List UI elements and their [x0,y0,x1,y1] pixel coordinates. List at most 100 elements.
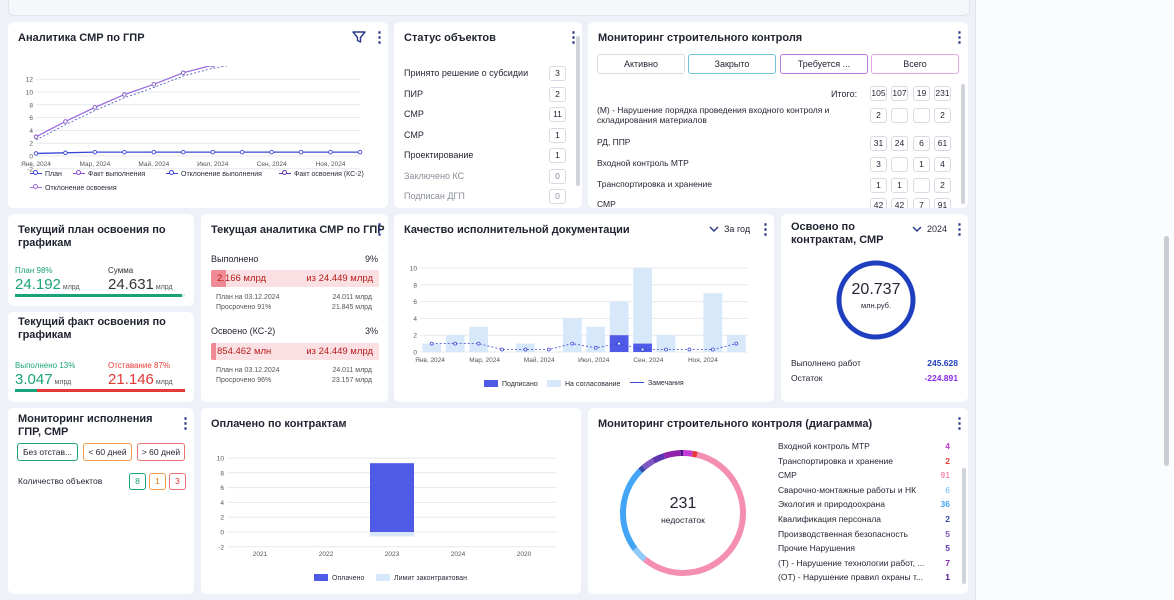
legend-label: Замечания [648,380,684,387]
remarks-point [546,347,551,352]
pill-no-delay[interactable]: Без отстав... [17,443,78,461]
done-total: из 24.449 млрд [306,273,373,284]
legend-label: План [45,171,62,178]
chevron-down-icon[interactable] [912,225,922,233]
fact-right-value: 21.146 [108,371,154,388]
monitoring-cell: 91 [934,198,951,208]
status-menu-icon[interactable] [566,28,581,46]
ks-plan-label: План на 03.12.2024 [216,367,280,374]
contracts-year[interactable]: 2024 [927,224,948,234]
legend-item: План [30,170,62,178]
ks-total: из 24.449 млрд [306,346,373,357]
legend-item: Факт освоения (КС-2) [279,170,364,178]
control-chart-menu-icon[interactable] [952,414,967,432]
monitoring-total-value: 105 [870,86,887,101]
control-item-label: Производственная безопасность [778,528,908,539]
fact-right-unit: млрд [155,379,173,386]
contracts-title: Освоено по контрактам, СМР [791,221,884,246]
tab-total[interactable]: Всего [871,54,959,74]
y-tick: 10 [410,266,418,273]
plan-point [63,119,68,124]
remarks-point [640,347,645,352]
control-item-value: 36 [940,499,950,510]
control-item-label: Прочие Нарушения [778,543,855,554]
tab-active[interactable]: Активно [597,54,685,74]
quality-period[interactable]: За год [724,224,751,234]
pill-more-60[interactable]: > 60 дней [137,443,185,461]
ks-pct: 3% [364,326,378,336]
monitoring-cell: 6 [913,136,930,151]
y-tick: 2 [29,141,33,148]
y-tick: 8 [29,102,33,109]
fact-point [269,149,274,155]
fact-point [122,149,127,155]
plan-progress-fill [15,294,182,297]
bar-pending [633,268,652,352]
status-item-value: 2 [549,86,566,102]
fact-point [33,151,39,156]
contracts-done-label: Выполнено работ [791,358,861,368]
plan-point [210,66,215,68]
x-tick: Май, 2024 [138,160,169,168]
fact-point [298,149,304,155]
quality-menu-icon[interactable] [758,220,773,238]
remarks-point [593,345,598,350]
legend-label: Отклонение выполнения [181,171,262,178]
gpr-monitoring-menu-icon[interactable] [178,414,193,432]
fact-point [151,149,157,155]
control-scrollbar[interactable] [962,468,966,584]
monitoring-cell [913,178,930,193]
contracts-menu-icon[interactable] [952,220,967,238]
control-center-value: 231 [669,495,697,512]
donut-slice [652,453,666,464]
paid-card: Оплачено по контрактам 10 8 6 4 2 0 -2 2021 2022… [201,408,581,594]
y-tick: 2 [413,333,417,340]
y-tick: 10 [26,90,34,97]
bar-pending [469,326,488,352]
done-plan-label: План на 03.12.2024 [216,294,280,301]
fact-card: Текущий факт освоения по графикам Выполн… [8,312,194,402]
page-scrollbar[interactable] [1164,236,1169,466]
plan-left-unit: млрд [62,284,80,291]
status-item-label: СМР [404,129,424,140]
monitoring-scrollbar[interactable] [961,84,965,204]
top-toolbar-strip [8,0,970,16]
tab-closed[interactable]: Закрыто [688,54,776,74]
control-item-value: 2 [945,455,950,466]
monitoring-cell: 3 [870,157,887,172]
status-scrollbar[interactable] [576,36,580,186]
pill-less-60[interactable]: < 60 дней [83,443,132,461]
plan-point [151,82,157,87]
status-card: Статус объектов Принято решение о субсид… [394,22,582,208]
remarks-point [570,341,575,346]
monitoring-cell: 31 [870,136,887,151]
status-item-value: 1 [549,127,566,143]
control-item-value: 91 [940,470,950,481]
fact-right-label: Отставание 87% [108,361,170,370]
quality-title: Качество исполнительной документации [404,224,630,236]
tab-required[interactable]: Требуется ... [780,54,868,74]
legend-swatch-icon [484,380,498,387]
done-bar: 2.166 млрд из 24.449 млрд [211,270,379,287]
done-plan-value: 24.011 млрд [332,294,372,301]
remarks-point [710,347,715,352]
ks-bar: 854.462 млн из 24.449 млрд [211,343,379,360]
donut-slice [641,458,656,470]
filter-icon[interactable] [352,30,366,44]
bar-pending [656,335,676,352]
monitoring-menu-icon[interactable] [952,28,967,46]
monitoring-cell: 4 [934,157,951,172]
chevron-down-icon[interactable] [709,225,719,233]
current-analytics-menu-icon[interactable] [372,220,387,238]
monitoring-row-label: Входной контроль МТР [597,158,689,168]
fact-point [92,149,98,155]
bar-pending [586,326,606,352]
donut-slice [642,451,746,576]
gpr-monitoring-card: Мониторинг исполнения ГПР, СМР Без отста… [8,408,194,594]
plan-right-unit: млрд [155,284,173,291]
fact-title: Текущий факт освоения по графикам [18,316,166,341]
donut-slice [620,468,643,551]
analytics-gpr-menu-icon[interactable] [372,28,387,46]
done-overdue-value: 21.845 млрд [331,304,372,311]
y-tick: 6 [413,299,417,306]
